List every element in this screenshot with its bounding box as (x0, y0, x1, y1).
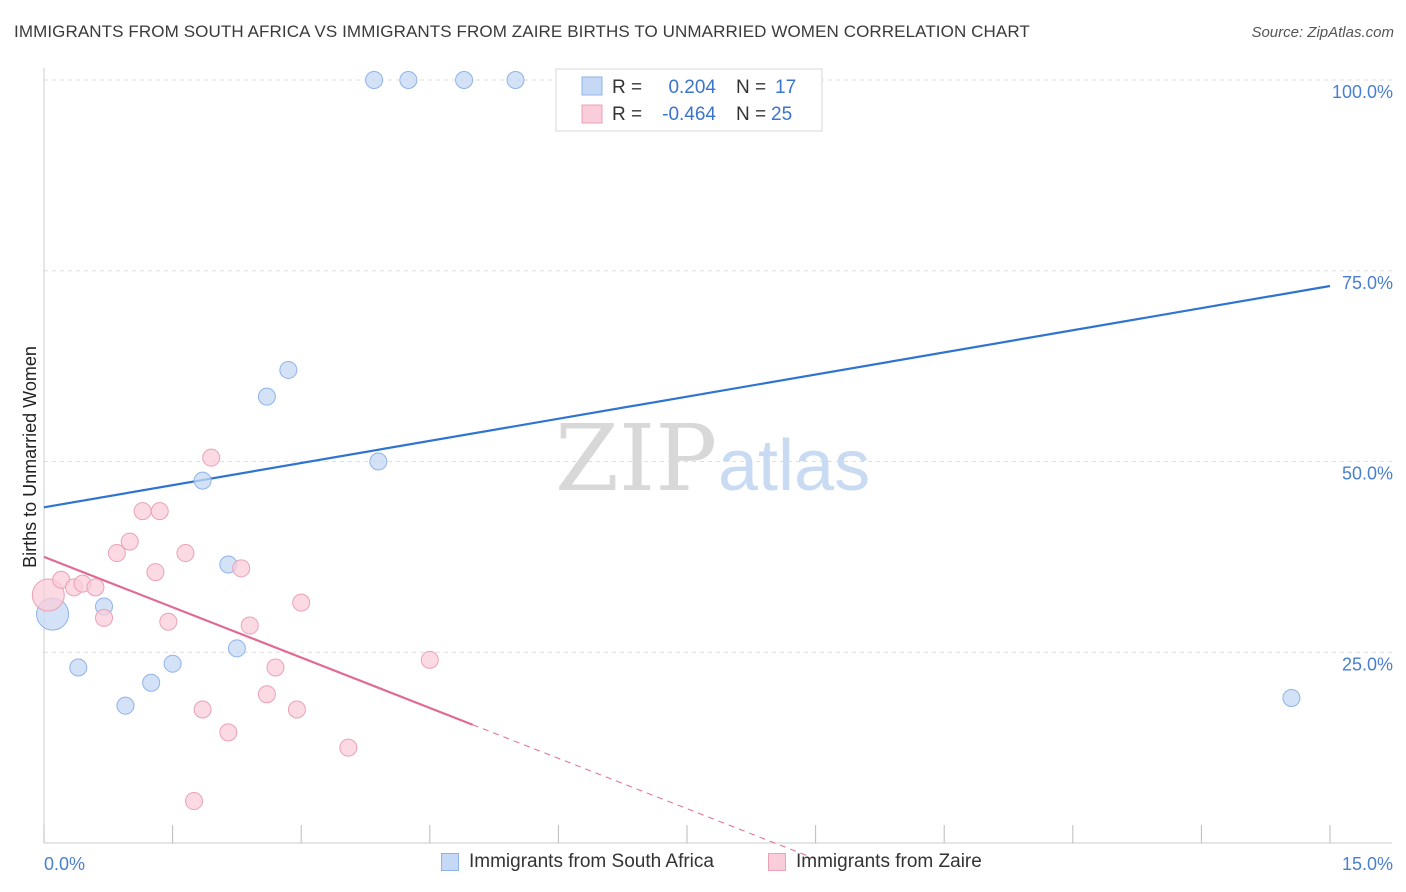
y-tick-label-3: 100.0% (1332, 82, 1393, 102)
point-south-africa-16 (1282, 689, 1301, 708)
point-zaire-9 (146, 563, 165, 582)
point-zaire-12 (176, 544, 195, 563)
point-zaire-7 (120, 532, 139, 551)
legend-swatch-blue (581, 76, 603, 96)
point-south-africa-5 (163, 654, 182, 673)
trend-line-zaire-extension (472, 724, 816, 860)
point-zaire-5 (95, 608, 114, 627)
legend-r-value-1: 0.204 (668, 77, 716, 98)
point-south-africa-1 (69, 658, 88, 677)
correlation-legend: R = 0.204 N = 17 R = -0.464 N = 25 (555, 68, 823, 132)
legend-r-label-1: R = (612, 77, 642, 98)
point-zaire-20 (266, 658, 285, 677)
point-zaire-15 (202, 448, 221, 467)
point-zaire-19 (257, 685, 276, 704)
watermark-zip: ZIP (555, 405, 717, 512)
point-zaire-11 (159, 612, 178, 631)
point-south-africa-13 (455, 71, 474, 89)
point-south-africa-6 (193, 471, 212, 490)
trend-line-south-africa (43, 284, 1331, 509)
point-zaire-17 (232, 559, 251, 578)
point-zaire-10 (150, 502, 169, 521)
point-zaire-24 (420, 650, 439, 669)
trend-line-zaire (43, 555, 474, 726)
point-zaire-14 (193, 700, 212, 719)
swatch-south-africa (441, 853, 459, 871)
watermark: ZIP atlas (555, 405, 870, 512)
bottom-legend: Immigrants from South Africa Immigrants … (0, 851, 1406, 879)
x-tick-label-0: 0.0% (44, 854, 85, 874)
legend-label-south-africa: Immigrants from South Africa (469, 851, 714, 872)
point-south-africa-4 (142, 673, 161, 692)
axes (43, 68, 1392, 844)
point-zaire-22 (292, 593, 311, 612)
point-south-africa-8 (227, 639, 246, 658)
y-tick-label-0: 25.0% (1342, 654, 1393, 674)
y-tick-labels: 25.0% 50.0% 75.0% 100.0% (1332, 82, 1393, 674)
x-tick-label-1: 15.0% (1342, 854, 1393, 874)
point-zaire-23 (339, 738, 358, 757)
y-axis-label: Births to Unmarried Women (20, 346, 40, 568)
legend-n-label-2: N = (736, 104, 766, 125)
point-zaire-6 (107, 544, 126, 563)
point-zaire-4 (86, 578, 105, 597)
swatch-zaire (768, 853, 786, 871)
source-credit: Source: ZipAtlas.com (1251, 24, 1394, 41)
legend-r-label-2: R = (612, 104, 642, 125)
watermark-atlas: atlas (718, 426, 870, 506)
legend-n-label-1: N = (736, 77, 766, 98)
point-south-africa-15 (506, 71, 525, 89)
point-south-africa-11 (365, 71, 384, 89)
point-zaire-16 (219, 723, 238, 742)
y-tick-label-2: 75.0% (1342, 273, 1393, 293)
legend-r-value-2: -0.464 (662, 104, 716, 125)
x-tick-labels: 0.0% 15.0% (44, 854, 1393, 874)
point-south-africa-9 (257, 387, 276, 406)
point-south-africa-10 (279, 360, 298, 379)
data-points (31, 71, 1301, 811)
point-zaire-21 (287, 700, 306, 719)
point-south-africa-14 (369, 452, 388, 471)
point-south-africa-12 (399, 71, 418, 89)
y-tick-label-1: 50.0% (1342, 464, 1393, 484)
chart-title: IMMIGRANTS FROM SOUTH AFRICA VS IMMIGRAN… (14, 22, 1030, 41)
point-zaire-8 (133, 502, 152, 521)
legend-item-south-africa: Immigrants from South Africa (441, 851, 714, 873)
legend-swatch-pink (581, 104, 603, 124)
legend-item-zaire: Immigrants from Zaire (768, 851, 982, 873)
legend-label-zaire: Immigrants from Zaire (796, 851, 982, 872)
point-zaire-18 (240, 616, 259, 635)
trend-lines (43, 284, 1331, 860)
legend-n-value-1: 17 (775, 77, 796, 98)
point-zaire-13 (185, 792, 204, 811)
point-south-africa-3 (116, 696, 135, 715)
legend-n-value-2: 25 (771, 104, 792, 125)
grid-lines (44, 79, 1392, 653)
